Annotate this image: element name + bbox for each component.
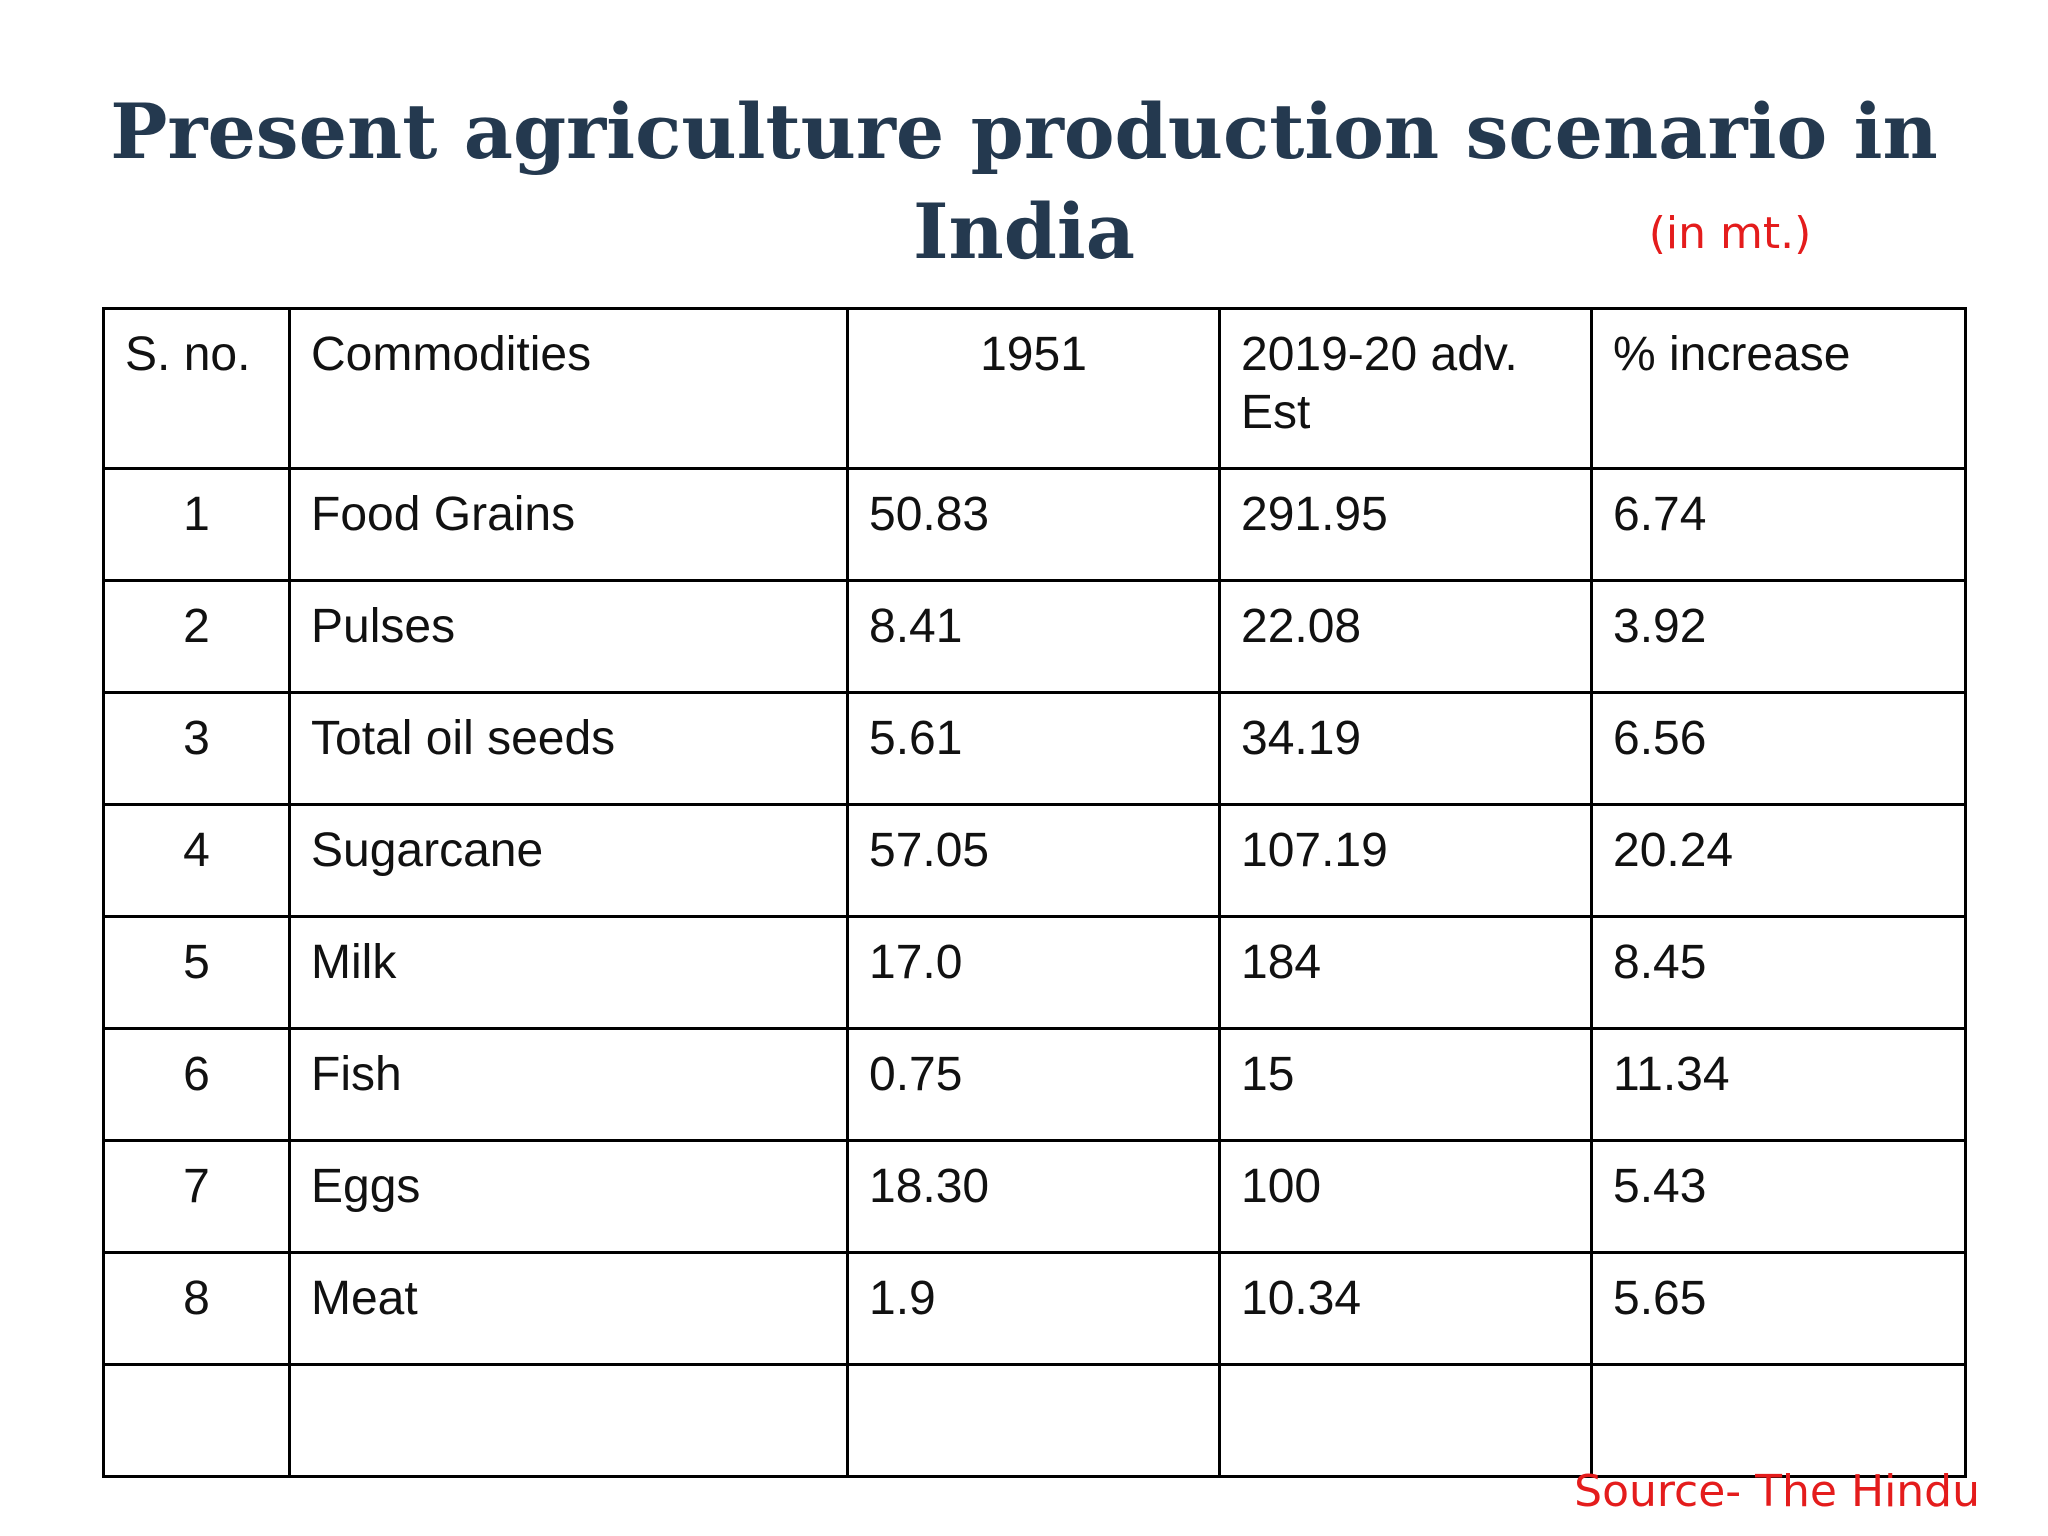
row-2019-20-value (1218, 1363, 1593, 1478)
table-row: 8 Meat 1.9 10.34 5.65 (102, 1251, 1967, 1366)
row-commodity: Fish (288, 1027, 849, 1142)
unit-note: (in mt.) (1648, 208, 1812, 259)
row-commodity: Food Grains (288, 467, 849, 582)
row-commodity: Sugarcane (288, 803, 849, 918)
table-header-row: S. no. Commodities 1951 2019-20 adv. Est… (102, 307, 1967, 470)
row-1951-value: 50.83 (846, 467, 1221, 582)
row-serial-number: 1 (102, 467, 291, 582)
row-2019-20-value: 15 (1218, 1027, 1593, 1142)
row-1951-value (846, 1363, 1221, 1478)
row-commodity: Pulses (288, 579, 849, 694)
row-1951-value: 5.61 (846, 691, 1221, 806)
row-serial-number: 2 (102, 579, 291, 694)
table-row: 4 Sugarcane 57.05 107.19 20.24 (102, 803, 1967, 918)
slide-title: Present agriculture production scenario … (110, 87, 1938, 276)
header-1951: 1951 (846, 307, 1221, 470)
table-row-empty (102, 1363, 1967, 1478)
row-percent-increase: 3.92 (1590, 579, 1967, 694)
row-2019-20-value: 291.95 (1218, 467, 1593, 582)
row-percent-increase: 6.56 (1590, 691, 1967, 806)
row-serial-number: 6 (102, 1027, 291, 1142)
header-2019-20-estimate: 2019-20 adv. Est (1218, 307, 1593, 470)
row-1951-value: 0.75 (846, 1027, 1221, 1142)
row-1951-value: 8.41 (846, 579, 1221, 694)
table-row: 2 Pulses 8.41 22.08 3.92 (102, 579, 1967, 694)
row-percent-increase: 5.65 (1590, 1251, 1967, 1366)
row-1951-value: 1.9 (846, 1251, 1221, 1366)
row-percent-increase (1590, 1363, 1967, 1478)
header-serial-number: S. no. (102, 307, 291, 470)
row-percent-increase: 6.74 (1590, 467, 1967, 582)
table-row: 7 Eggs 18.30 100 5.43 (102, 1139, 1967, 1254)
row-2019-20-value: 34.19 (1218, 691, 1593, 806)
row-2019-20-value: 10.34 (1218, 1251, 1593, 1366)
header-commodities: Commodities (288, 307, 849, 470)
table-row: 6 Fish 0.75 15 11.34 (102, 1027, 1967, 1142)
row-percent-increase: 11.34 (1590, 1027, 1967, 1142)
row-commodity: Meat (288, 1251, 849, 1366)
row-percent-increase: 20.24 (1590, 803, 1967, 918)
row-commodity: Milk (288, 915, 849, 1030)
source-note: Source- The Hindu (1574, 1466, 1980, 1517)
row-commodity: Total oil seeds (288, 691, 849, 806)
row-2019-20-value: 100 (1218, 1139, 1593, 1254)
row-serial-number: 4 (102, 803, 291, 918)
production-table: S. no. Commodities 1951 2019-20 adv. Est… (102, 307, 1967, 1478)
row-1951-value: 18.30 (846, 1139, 1221, 1254)
row-commodity: Eggs (288, 1139, 849, 1254)
row-commodity (288, 1363, 849, 1478)
table-row: 5 Milk 17.0 184 8.45 (102, 915, 1967, 1030)
row-serial-number: 3 (102, 691, 291, 806)
row-serial-number: 8 (102, 1251, 291, 1366)
row-2019-20-value: 22.08 (1218, 579, 1593, 694)
row-serial-number (102, 1363, 291, 1478)
row-1951-value: 57.05 (846, 803, 1221, 918)
table-row: 1 Food Grains 50.83 291.95 6.74 (102, 467, 1967, 582)
row-1951-value: 17.0 (846, 915, 1221, 1030)
row-2019-20-value: 184 (1218, 915, 1593, 1030)
row-percent-increase: 8.45 (1590, 915, 1967, 1030)
table-row: 3 Total oil seeds 5.61 34.19 6.56 (102, 691, 1967, 806)
row-percent-increase: 5.43 (1590, 1139, 1967, 1254)
row-serial-number: 7 (102, 1139, 291, 1254)
row-serial-number: 5 (102, 915, 291, 1030)
header-percent-increase: % increase (1590, 307, 1967, 470)
row-2019-20-value: 107.19 (1218, 803, 1593, 918)
